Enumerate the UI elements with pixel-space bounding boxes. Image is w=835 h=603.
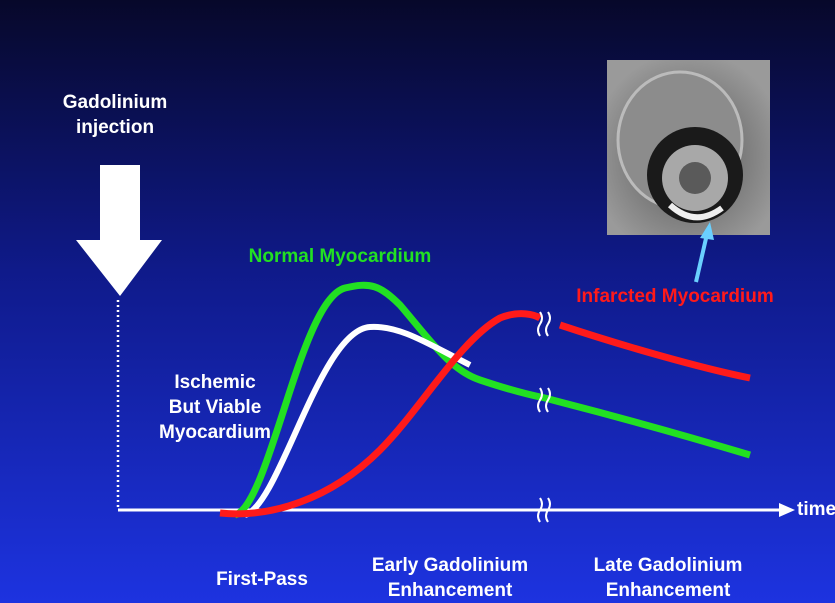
ischemic-label: But Viable bbox=[169, 397, 262, 418]
phase-label: First-Pass bbox=[216, 569, 308, 590]
injection-label: injection bbox=[76, 117, 154, 138]
axis-label: time bbox=[797, 499, 835, 520]
phase-label: Early Gadolinium bbox=[372, 555, 528, 576]
phase-label: Enhancement bbox=[388, 580, 513, 601]
diagram: Gadolinium injection Normal Myocardium I… bbox=[0, 0, 835, 603]
phase-label: Enhancement bbox=[606, 580, 731, 601]
injection-label: Gadolinium bbox=[63, 92, 168, 113]
ischemic-label: Ischemic bbox=[174, 372, 256, 393]
ischemic-label: Myocardium bbox=[159, 422, 271, 443]
mri-image bbox=[607, 60, 770, 235]
normal-label: Normal Myocardium bbox=[249, 246, 432, 267]
infarcted-label: Infarcted Myocardium bbox=[576, 286, 773, 307]
phase-label: Late Gadolinium bbox=[594, 555, 743, 576]
